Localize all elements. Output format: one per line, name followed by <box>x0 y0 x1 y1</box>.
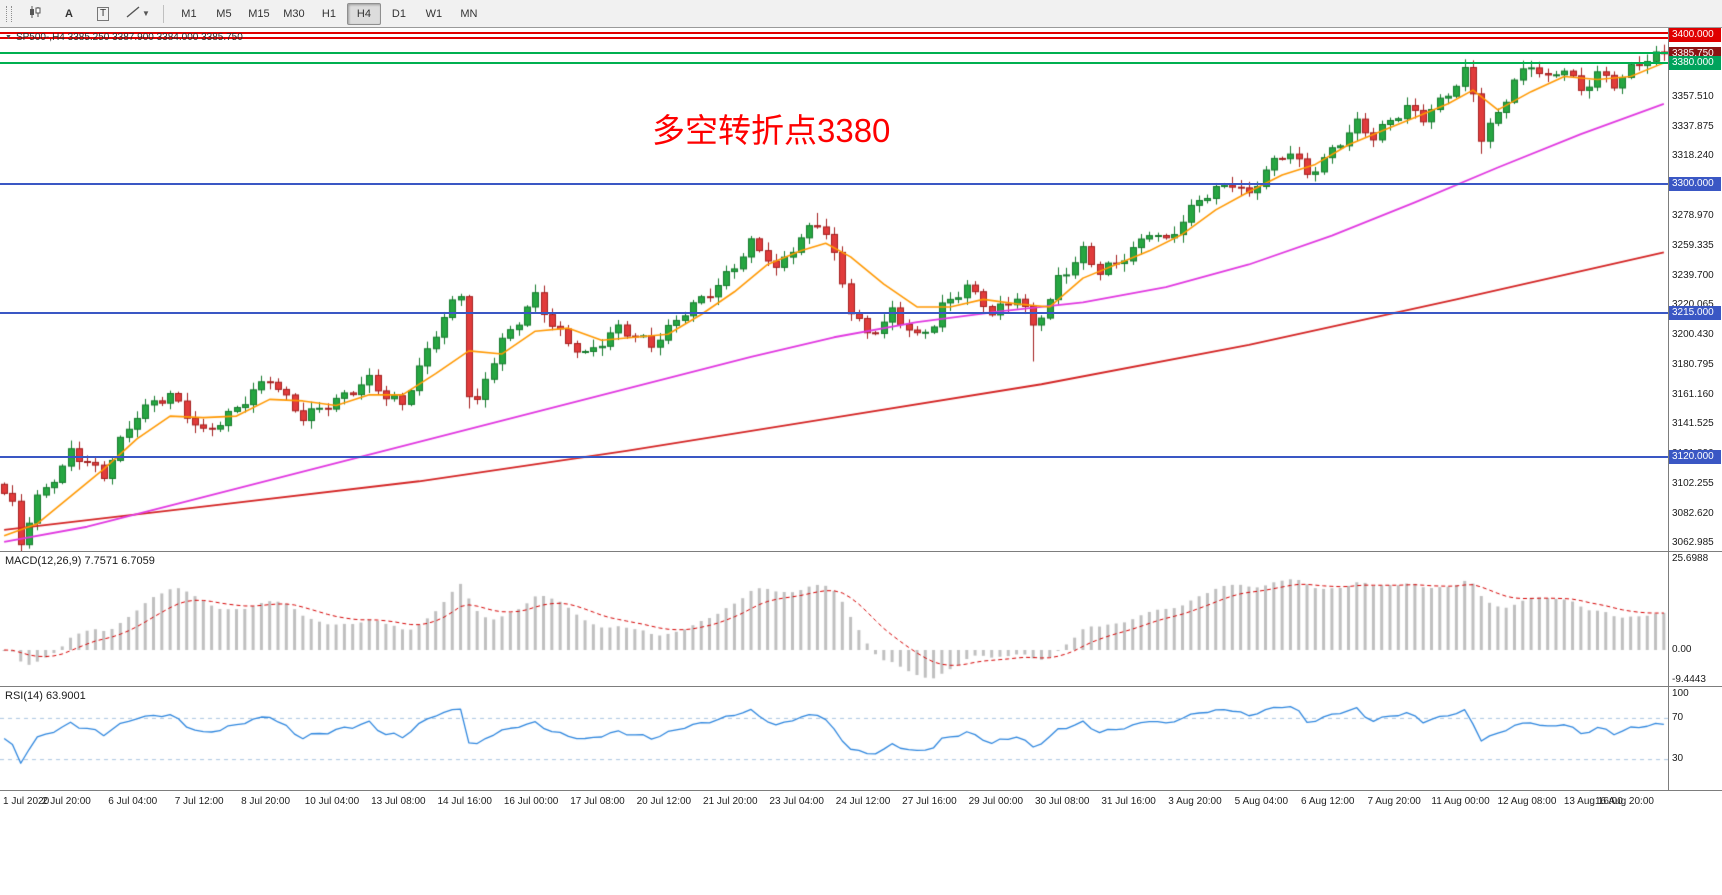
time-axis-label: 23 Jul 04:00 <box>769 796 824 807</box>
time-axis-label: 8 Jul 20:00 <box>241 796 291 807</box>
time-axis-label: 16 Jul 00:00 <box>503 796 559 807</box>
price-axis-label: 3318.240 <box>1672 150 1714 162</box>
price-axis-label: 3337.875 <box>1672 120 1714 132</box>
price-tag-3400.000: 3400.000 <box>1669 28 1721 42</box>
time-axis-label: 11 Aug 00:00 <box>1431 796 1490 807</box>
time-axis-label: 24 Jul 12:00 <box>835 796 891 807</box>
macd-axis[interactable]: 25.6988 0.00 -9.4443 <box>1668 552 1721 686</box>
time-axis-label: 29 Jul 00:00 <box>968 796 1024 807</box>
price-axis-label: 3180.795 <box>1672 358 1714 370</box>
timeframe-m5-button[interactable]: M5 <box>216 7 232 20</box>
rsi-axis-label: 30 <box>1672 753 1684 765</box>
price-axis-label: 3141.525 <box>1672 418 1714 430</box>
price-tag-3300.000: 3300.000 <box>1669 177 1721 192</box>
timeframe-m15-button[interactable]: M15 <box>248 7 270 20</box>
timeframe-m1-button[interactable]: M1 <box>181 7 197 20</box>
time-axis-label: 13 Jul 08:00 <box>371 796 426 807</box>
time-axis-label: 10 Jul 04:00 <box>304 796 360 807</box>
letter-t-icon: T <box>96 6 110 21</box>
price-axis-label: 3278.970 <box>1672 210 1714 222</box>
time-axis-label: 14 Jul 16:00 <box>437 796 492 807</box>
toolbar-grip[interactable] <box>6 5 12 22</box>
price-axis-label: 3102.255 <box>1672 477 1714 489</box>
time-axis-label: 27 Jul 16:00 <box>902 796 957 807</box>
price-tag-3380.000: 3380.000 <box>1669 55 1721 70</box>
time-axis-label: 21 Jul 20:00 <box>703 796 758 807</box>
price-axis-label: 3082.620 <box>1672 507 1714 519</box>
timeframe-toolbar: M1 M5 M15 M30 H1 H4 D1 W1 MN <box>172 2 486 25</box>
time-axis-label: 1 Jul 2020 <box>3 796 50 807</box>
rsi-chart-canvas[interactable] <box>0 687 1668 790</box>
timeframe-mn-button[interactable]: MN <box>460 7 478 20</box>
main-chart-panel: ▼ SP500-,H4 3385.250 3387.900 3384.000 3… <box>0 28 1722 551</box>
time-axis-label: 6 Aug 12:00 <box>1301 796 1355 807</box>
time-axis-label: 17 Jul 08:00 <box>570 796 625 807</box>
rsi-axis-label: 70 <box>1672 711 1684 723</box>
chart-tool-button[interactable] <box>19 3 51 25</box>
timeframe-d1-button[interactable]: D1 <box>391 7 406 20</box>
price-axis-label: 3161.160 <box>1672 388 1714 400</box>
price-chart-canvas[interactable] <box>0 28 1668 551</box>
time-axis-label: 30 Jul 08:00 <box>1034 796 1090 807</box>
time-axis-label: 6 Jul 04:00 <box>108 796 158 807</box>
time-axis-label: 12 Aug 08:00 <box>1497 796 1557 807</box>
time-axis-label: 20 Jul 12:00 <box>636 796 692 807</box>
macd-panel: MACD(12,26,9) 7.7571 6.7059 25.6988 0.00 -… <box>0 551 1722 686</box>
time-axis-label: 7 Jul 12:00 <box>174 796 224 807</box>
price-axis-label: 3220.065 <box>1672 299 1714 311</box>
timeframe-h4-button[interactable]: H4 <box>346 2 381 25</box>
timeframe-w1-button[interactable]: W1 <box>425 7 443 20</box>
candlestick-icon <box>28 5 42 22</box>
chart-annotation-text[interactable]: 多空转折点3380 <box>652 112 891 149</box>
text-label-tool-button[interactable]: A <box>53 3 85 25</box>
chart-title: ▼ SP500-,H4 3385.250 3387.900 3384.000 3… <box>5 32 243 43</box>
price-axis-label: 3239.700 <box>1672 269 1714 281</box>
time-axis-label: 3 Aug 20:00 <box>1168 796 1222 807</box>
price-axis-label: 3062.985 <box>1672 537 1714 549</box>
time-axis-label: 13 Aug 16:00 <box>1563 796 1623 807</box>
macd-axis-label: -9.4443 <box>1672 674 1706 685</box>
trendline-icon <box>126 6 140 21</box>
timeframe-m30-button[interactable]: M30 <box>283 7 305 20</box>
price-tag-3215.000: 3215.000 <box>1669 305 1721 320</box>
macd-chart-canvas[interactable] <box>0 552 1668 686</box>
letter-a-icon: A <box>65 7 73 20</box>
macd-axis-label: 0.00 <box>1672 643 1692 655</box>
price-axis-label: 3200.430 <box>1672 329 1714 341</box>
timeframe-h1-button[interactable]: H1 <box>321 7 336 20</box>
price-axis-label: 3259.335 <box>1672 239 1714 251</box>
rsi-axis-label: 100 <box>1672 688 1689 699</box>
rsi-axis[interactable]: 100 70 30 <box>1668 687 1721 790</box>
time-axis-label: 7 Aug 20:00 <box>1367 796 1421 807</box>
rsi-label: RSI(14) 63.9001 <box>5 690 86 702</box>
time-axis[interactable]: 1 Jul 2020 2 Jul 20:00 6 Jul 04:00 7 Jul 12… <box>0 790 1722 815</box>
price-tag-3120.000: 3120.000 <box>1669 450 1721 464</box>
chart-ohlc-text: SP500-,H4 3385.250 3387.900 3384.000 338… <box>15 32 243 43</box>
time-axis-label: 2 Jul 20:00 <box>41 796 91 807</box>
macd-axis-label: 25.6988 <box>1672 553 1709 564</box>
time-axis-label: 5 Aug 04:00 <box>1234 796 1289 807</box>
text-tool-button[interactable]: T <box>87 3 119 25</box>
chevron-down-icon: ▼ <box>142 9 150 18</box>
draw-tools-dropdown[interactable]: ▼ <box>121 3 155 25</box>
time-axis-label: 31 Jul 16:00 <box>1101 796 1156 807</box>
toolbar-separator <box>162 4 164 23</box>
price-axis-label: 3357.510 <box>1672 90 1714 102</box>
price-axis[interactable]: 3377.1453357.5103337.8753318.2403298.605… <box>1668 28 1721 551</box>
macd-label: MACD(12,26,9) 7.7571 6.7059 <box>5 555 155 567</box>
time-axis-label: 16 Aug 20:00 <box>1595 796 1654 807</box>
collapse-triangle-icon[interactable]: ▼ <box>5 34 12 41</box>
toolbar: A T ▼ M1 M5 M15 M30 H1 H4 D1 W1 MN <box>0 0 1722 28</box>
rsi-panel: RSI(14) 63.9001 100 70 30 <box>0 686 1722 790</box>
